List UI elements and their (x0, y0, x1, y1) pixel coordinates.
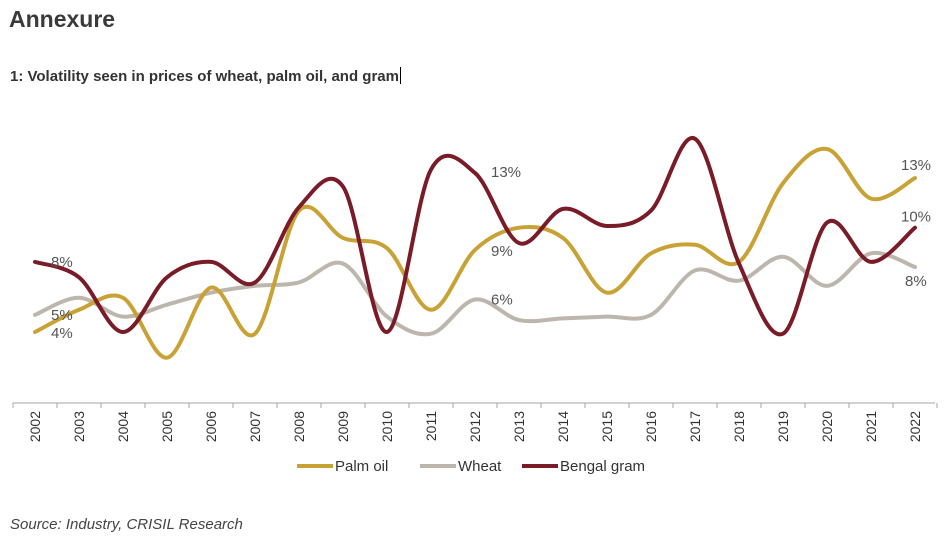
x-tick-label: 2003 (71, 411, 87, 442)
x-tick-label: 2022 (907, 411, 923, 442)
series-line-palm-oil (33, 146, 917, 360)
legend-label: Wheat (458, 458, 502, 475)
data-label: 5% (51, 307, 73, 324)
data-label: 9% (491, 243, 513, 260)
x-tick-label: 2012 (467, 411, 483, 442)
data-label: 13% (491, 164, 521, 181)
x-tick-label: 2009 (335, 411, 351, 442)
x-tick-label: 2020 (819, 411, 835, 442)
x-tick-label: 2006 (203, 411, 219, 442)
data-label: 13% (901, 157, 931, 174)
source-note: Source: Industry, CRISIL Research (10, 516, 243, 533)
x-tick-label: 2013 (511, 411, 527, 442)
x-tick-label: 2014 (555, 411, 571, 442)
x-tick-label: 2016 (643, 411, 659, 442)
x-tick-label: 2017 (687, 411, 703, 442)
x-tick-label: 2008 (291, 411, 307, 442)
x-tick-label: 2021 (863, 411, 879, 442)
data-label: 8% (905, 273, 927, 290)
legend-label: Bengal gram (560, 458, 645, 475)
chart-title-text: 1: Volatility seen in prices of wheat, p… (10, 68, 399, 85)
x-tick-label: 2010 (379, 411, 395, 442)
series-line-wheat (33, 250, 917, 337)
data-label: 6% (491, 292, 513, 309)
x-tick-label: 2007 (247, 411, 263, 442)
x-tick-label: 2019 (775, 411, 791, 442)
x-tick-label: 2002 (27, 411, 43, 442)
text-cursor (399, 67, 401, 84)
legend: Palm oil Wheat Bengal gram (297, 458, 645, 475)
x-tick-label: 2018 (731, 411, 747, 442)
legend-label: Palm oil (335, 458, 388, 475)
data-label: 10% (901, 209, 931, 226)
x-tick-label: 2005 (159, 411, 175, 442)
chart-title: 1: Volatility seen in prices of wheat, p… (10, 67, 401, 85)
x-tick-label: 2015 (599, 411, 615, 442)
series-line-bengal-gram (33, 136, 917, 337)
data-label: 4% (51, 325, 73, 342)
page-title: Annexure (9, 6, 116, 32)
data-label: 8% (51, 254, 73, 271)
x-tick-label: 2011 (423, 411, 439, 441)
x-tick-label: 2004 (115, 411, 131, 442)
